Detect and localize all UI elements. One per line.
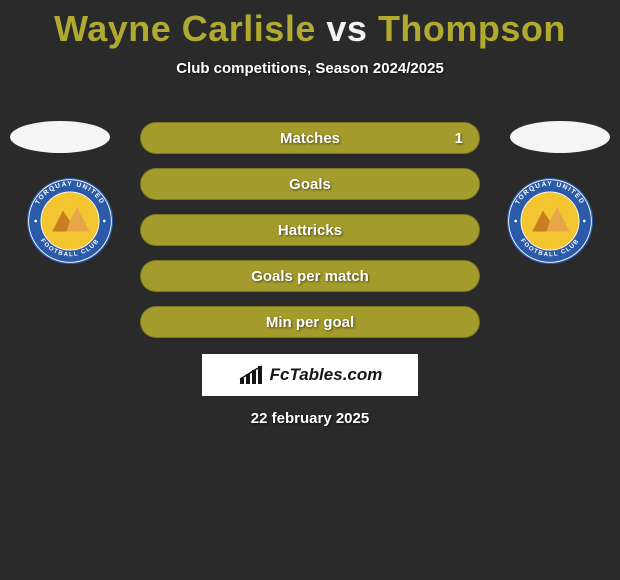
stat-label: Goals per match <box>251 268 369 285</box>
stat-label: Hattricks <box>278 222 342 239</box>
page-title: Wayne Carlisle vs Thompson <box>0 0 620 50</box>
club-badge-icon: TORQUAY UNITED FOOTBALL CLUB <box>26 177 114 265</box>
subtitle: Club competitions, Season 2024/2025 <box>0 60 620 77</box>
club-badge-icon: TORQUAY UNITED FOOTBALL CLUB <box>506 177 594 265</box>
stat-row-goals-per-match: Goals per match <box>140 260 480 292</box>
title-vs: vs <box>326 8 367 49</box>
stat-value-right: 1 <box>455 130 463 147</box>
player2-club-badge: TORQUAY UNITED FOOTBALL CLUB <box>506 177 594 265</box>
stat-row-matches: Matches 1 <box>140 122 480 154</box>
player1-avatar-placeholder <box>10 121 110 153</box>
stat-label: Goals <box>289 176 331 193</box>
stat-row-goals: Goals <box>140 168 480 200</box>
watermark-text: FcTables.com <box>270 365 383 385</box>
title-player2: Thompson <box>378 8 566 49</box>
player2-avatar-placeholder <box>510 121 610 153</box>
stat-label: Matches <box>280 130 340 147</box>
date-text: 22 february 2025 <box>0 410 620 427</box>
watermark: FcTables.com <box>202 354 418 396</box>
stat-label: Min per goal <box>266 314 354 331</box>
bars-icon <box>238 364 266 386</box>
stat-row-hattricks: Hattricks <box>140 214 480 246</box>
title-player1: Wayne Carlisle <box>54 8 316 49</box>
stats-container: Matches 1 Goals Hattricks Goals per matc… <box>140 122 480 352</box>
player1-club-badge: TORQUAY UNITED FOOTBALL CLUB <box>26 177 114 265</box>
stat-row-min-per-goal: Min per goal <box>140 306 480 338</box>
